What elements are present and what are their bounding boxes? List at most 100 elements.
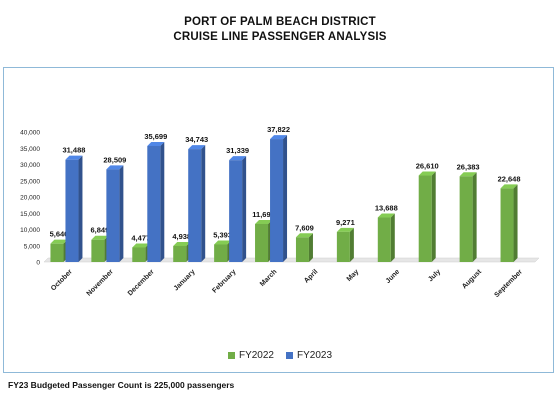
bar-fy2022 xyxy=(418,175,432,262)
bar-top-fy2022 xyxy=(295,233,313,238)
bar-top-fy2022 xyxy=(132,243,150,248)
legend-item-fy2023: FY2023 xyxy=(286,350,332,361)
bar-fy2022 xyxy=(173,245,187,262)
x-tick-label: April xyxy=(303,268,319,284)
data-label-fy2022: 5,393 xyxy=(213,230,232,239)
legend-label-fy2022: FY2022 xyxy=(238,350,274,361)
bar-top-fy2022 xyxy=(173,241,191,246)
y-tick-label: 5,000 xyxy=(24,243,41,250)
bar-fy2023 xyxy=(65,159,79,262)
data-label-fy2022: 4,477 xyxy=(131,233,150,242)
bar-top-fy2023 xyxy=(106,165,124,170)
data-label-fy2023: 31,488 xyxy=(62,146,85,155)
x-tick-label: July xyxy=(427,268,442,283)
bar-fy2022 xyxy=(500,188,514,262)
x-tick-label: November xyxy=(86,268,115,297)
legend-label-fy2023: FY2023 xyxy=(297,350,333,361)
legend-swatch-fy2022 xyxy=(227,352,235,359)
bar-fy2023 xyxy=(106,169,120,262)
footnote: FY23 Budgeted Passenger Count is 225,000… xyxy=(8,380,235,390)
bar-top-fy2022 xyxy=(255,219,273,224)
bar-fy2023 xyxy=(188,149,202,262)
bar-fy2022 xyxy=(295,237,309,262)
bar-fy2022 xyxy=(255,223,269,262)
bar-side-fy2022 xyxy=(472,172,477,262)
data-label-fy2022: 4,938 xyxy=(172,232,191,241)
legend-item-fy2022: FY2022 xyxy=(227,350,274,361)
bar-side-fy2022 xyxy=(349,227,354,262)
x-tick-label: August xyxy=(461,268,483,290)
bar-side-fy2022 xyxy=(431,171,436,262)
data-label-fy2022: 26,610 xyxy=(416,162,439,171)
y-tick-label: 30,000 xyxy=(20,162,40,169)
bar-top-fy2022 xyxy=(377,213,395,218)
x-tick-label: December xyxy=(127,268,156,297)
bar-side-fy2022 xyxy=(308,233,313,262)
data-label-fy2023: 37,822 xyxy=(267,125,290,134)
x-tick-label: September xyxy=(493,268,524,299)
bar-top-fy2023 xyxy=(229,156,247,161)
legend-swatch-fy2023 xyxy=(286,352,293,359)
y-tick-label: 40,000 xyxy=(20,130,40,137)
data-label-fy2023: 34,743 xyxy=(185,135,208,144)
bar-side-fy2022 xyxy=(513,184,518,262)
bar-top-fy2022 xyxy=(214,240,232,245)
bar-fy2023 xyxy=(270,139,284,262)
y-tick-label: 10,000 xyxy=(20,227,40,234)
y-tick-label: 20,000 xyxy=(20,195,40,202)
data-label-fy2023: 28,509 xyxy=(103,155,126,164)
x-tick-label: June xyxy=(385,268,402,285)
bar-fy2022 xyxy=(214,244,228,262)
bar-top-fy2023 xyxy=(147,141,165,146)
bar-fy2022 xyxy=(336,231,350,262)
bar-fy2022 xyxy=(377,217,391,262)
bar-side-fy2023 xyxy=(78,155,83,262)
bar-side-fy2023 xyxy=(201,145,206,262)
bar-side-fy2023 xyxy=(119,165,124,262)
bar-side-fy2023 xyxy=(160,141,165,262)
bar-top-fy2023 xyxy=(65,155,83,160)
data-label-fy2022: 6,849 xyxy=(90,226,109,235)
bar-fy2022 xyxy=(132,247,146,262)
data-label-fy2022: 7,609 xyxy=(295,223,314,232)
data-label-fy2022: 26,383 xyxy=(457,162,480,171)
bar-top-fy2023 xyxy=(188,145,206,150)
x-tick-label: October xyxy=(50,268,74,292)
x-tick-label: January xyxy=(173,268,197,292)
x-tick-label: March xyxy=(259,268,279,288)
y-tick-label: 15,000 xyxy=(20,211,40,218)
chart-title-line2: CRUISE LINE PASSENGER ANALYSIS xyxy=(173,31,387,43)
bar-top-fy2022 xyxy=(91,235,109,240)
bar-fy2022 xyxy=(50,243,64,262)
bar-top-fy2022 xyxy=(459,172,477,177)
y-tick-label: 35,000 xyxy=(20,146,40,153)
chart-floor xyxy=(43,257,540,263)
chart-frame xyxy=(3,67,554,373)
bar-top-fy2022 xyxy=(336,227,354,232)
y-tick-label: 0 xyxy=(36,260,40,267)
data-label-fy2022: 11,698 xyxy=(252,210,275,219)
data-label-fy2022: 9,271 xyxy=(336,218,355,227)
bar-top-fy2022 xyxy=(418,171,436,176)
data-label-fy2023: 31,339 xyxy=(226,146,249,155)
bar-fy2022 xyxy=(91,239,105,262)
bar-fy2022 xyxy=(459,176,473,262)
bar-top-fy2023 xyxy=(270,135,288,140)
chart-title-line1: PORT OF PALM BEACH DISTRICT xyxy=(184,16,376,28)
data-label-fy2022: 13,688 xyxy=(375,204,398,213)
bar-fy2023 xyxy=(147,145,161,262)
y-tick-label: 25,000 xyxy=(20,178,40,185)
x-tick-label: May xyxy=(346,268,361,283)
bar-top-fy2022 xyxy=(50,239,68,244)
bar-side-fy2023 xyxy=(242,156,247,262)
bar-fy2023 xyxy=(229,160,243,262)
chart-legend: FY2022 FY2023 xyxy=(0,350,560,361)
data-label-fy2022: 22,648 xyxy=(498,174,521,183)
bar-side-fy2022 xyxy=(390,213,395,262)
x-tick-label: February xyxy=(211,268,237,294)
data-label-fy2023: 35,699 xyxy=(144,132,167,141)
bar-side-fy2023 xyxy=(283,135,288,262)
data-label-fy2022: 5,640 xyxy=(50,230,69,239)
bar-top-fy2022 xyxy=(500,184,518,189)
